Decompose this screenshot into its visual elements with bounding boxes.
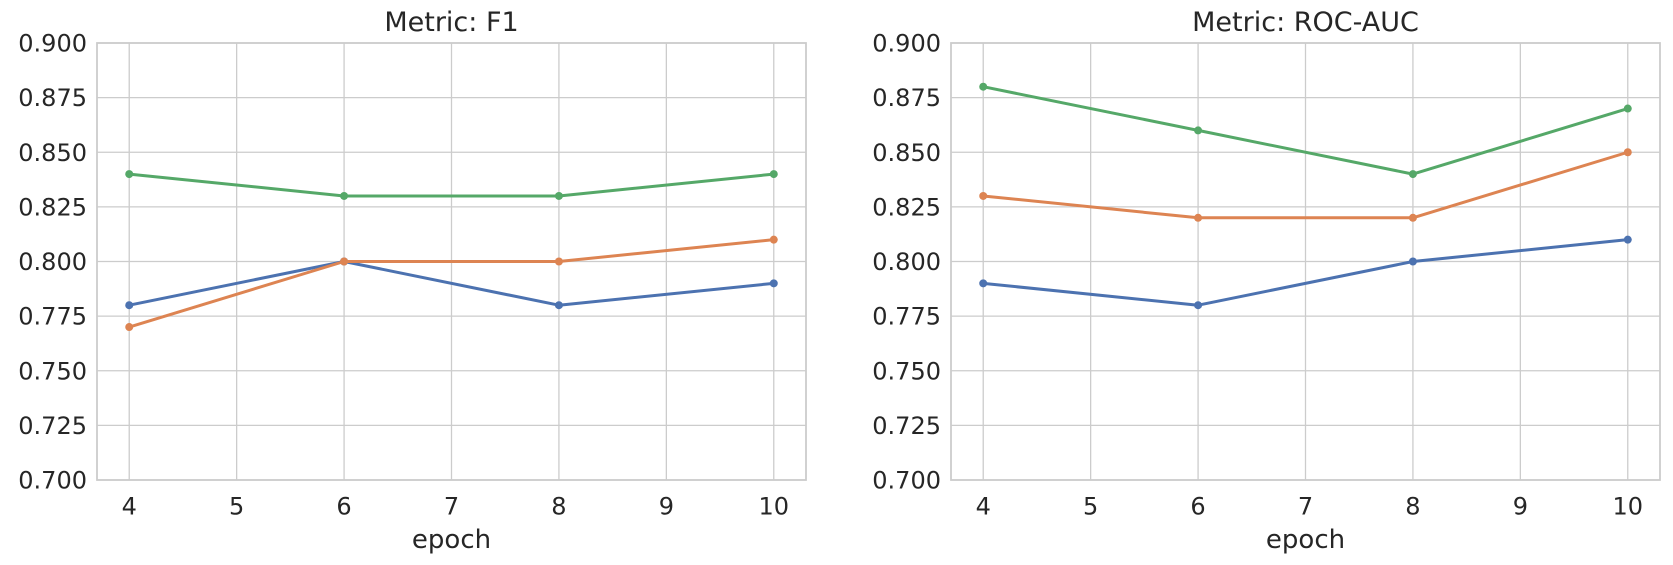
- x-tick-label: 4: [976, 493, 991, 521]
- y-tick-label: 0.725: [18, 412, 87, 440]
- plot-border: [950, 42, 1661, 481]
- green-series-marker: [979, 82, 988, 91]
- green-series-marker: [1194, 126, 1203, 135]
- blue-series-line: [127, 260, 776, 307]
- x-tick-label: 6: [1190, 493, 1205, 521]
- y-tick-label: 0.875: [872, 84, 941, 112]
- x-tick-label: 9: [659, 493, 674, 521]
- green-series-marker: [340, 191, 349, 200]
- orange-series-marker: [1194, 213, 1203, 222]
- x-tick-label: 8: [551, 493, 566, 521]
- orange-series-line: [127, 238, 776, 329]
- blue-series-marker: [1194, 301, 1203, 310]
- y-tick-label: 0.900: [18, 30, 87, 58]
- y-tick-label: 0.750: [18, 357, 87, 385]
- green-series-line: [127, 172, 776, 198]
- y-tick-label: 0.800: [18, 248, 87, 276]
- blue-series-marker: [125, 301, 134, 310]
- y-tick-label: 0.825: [18, 193, 87, 221]
- y-tick-label: 0.825: [872, 193, 941, 221]
- x-tick-label: 7: [1298, 493, 1313, 521]
- y-tick-label: 0.900: [872, 30, 941, 58]
- blue-series-line: [981, 238, 1630, 307]
- orange-series-line: [981, 150, 1630, 220]
- x-tick-label: 6: [336, 493, 351, 521]
- x-tick-label: 10: [1612, 493, 1643, 521]
- orange-series-marker: [979, 191, 988, 200]
- x-tick-label: 7: [444, 493, 459, 521]
- y-tick-label: 0.775: [18, 303, 87, 331]
- chart-title: Metric: ROC-AUC: [1192, 7, 1419, 38]
- y-tick-label: 0.800: [872, 248, 941, 276]
- green-series-marker: [1408, 170, 1417, 179]
- orange-series-marker: [769, 235, 778, 244]
- blue-series-marker: [979, 279, 988, 288]
- x-tick-label: 5: [1083, 493, 1098, 521]
- y-tick-label: 0.850: [18, 139, 87, 167]
- green-series-marker: [125, 170, 134, 179]
- green-series-line: [981, 85, 1630, 176]
- green-series-marker: [1623, 104, 1632, 113]
- blue-series-marker: [769, 279, 778, 288]
- blue-series-marker: [1408, 257, 1417, 266]
- x-tick-label: 9: [1513, 493, 1528, 521]
- y-tick-label: 0.875: [18, 84, 87, 112]
- y-tick-label: 0.850: [872, 139, 941, 167]
- y-tick-label: 0.775: [872, 303, 941, 331]
- chart-title: Metric: F1: [384, 7, 518, 38]
- y-tick-label: 0.700: [18, 467, 87, 495]
- orange-series-marker: [1623, 148, 1632, 157]
- green-series-marker: [769, 170, 778, 179]
- y-tick-label: 0.725: [872, 412, 941, 440]
- blue-series-marker: [554, 301, 563, 310]
- plot-border: [96, 42, 807, 481]
- orange-series-marker: [340, 257, 349, 266]
- green-series-marker: [554, 191, 563, 200]
- chart-f1: 0.700 0.725 0.750 0.775 0.800 0.825 0.850 0.875…: [18, 7, 807, 555]
- blue-series-marker: [1623, 235, 1632, 244]
- x-axis-label: epoch: [412, 525, 491, 555]
- x-tick-label: 10: [758, 493, 789, 521]
- y-tick-label: 0.750: [872, 357, 941, 385]
- chart-roc-auc: 0.700 0.725 0.750 0.775 0.800 0.825 0.850 0.875…: [872, 7, 1661, 555]
- orange-series-marker: [125, 323, 134, 332]
- orange-series-marker: [1408, 213, 1417, 222]
- orange-series-marker: [554, 257, 563, 266]
- x-tick-label: 8: [1405, 493, 1420, 521]
- y-tick-label: 0.700: [872, 467, 941, 495]
- x-tick-label: 5: [229, 493, 244, 521]
- x-tick-label: 4: [122, 493, 137, 521]
- x-axis-label: epoch: [1266, 525, 1345, 555]
